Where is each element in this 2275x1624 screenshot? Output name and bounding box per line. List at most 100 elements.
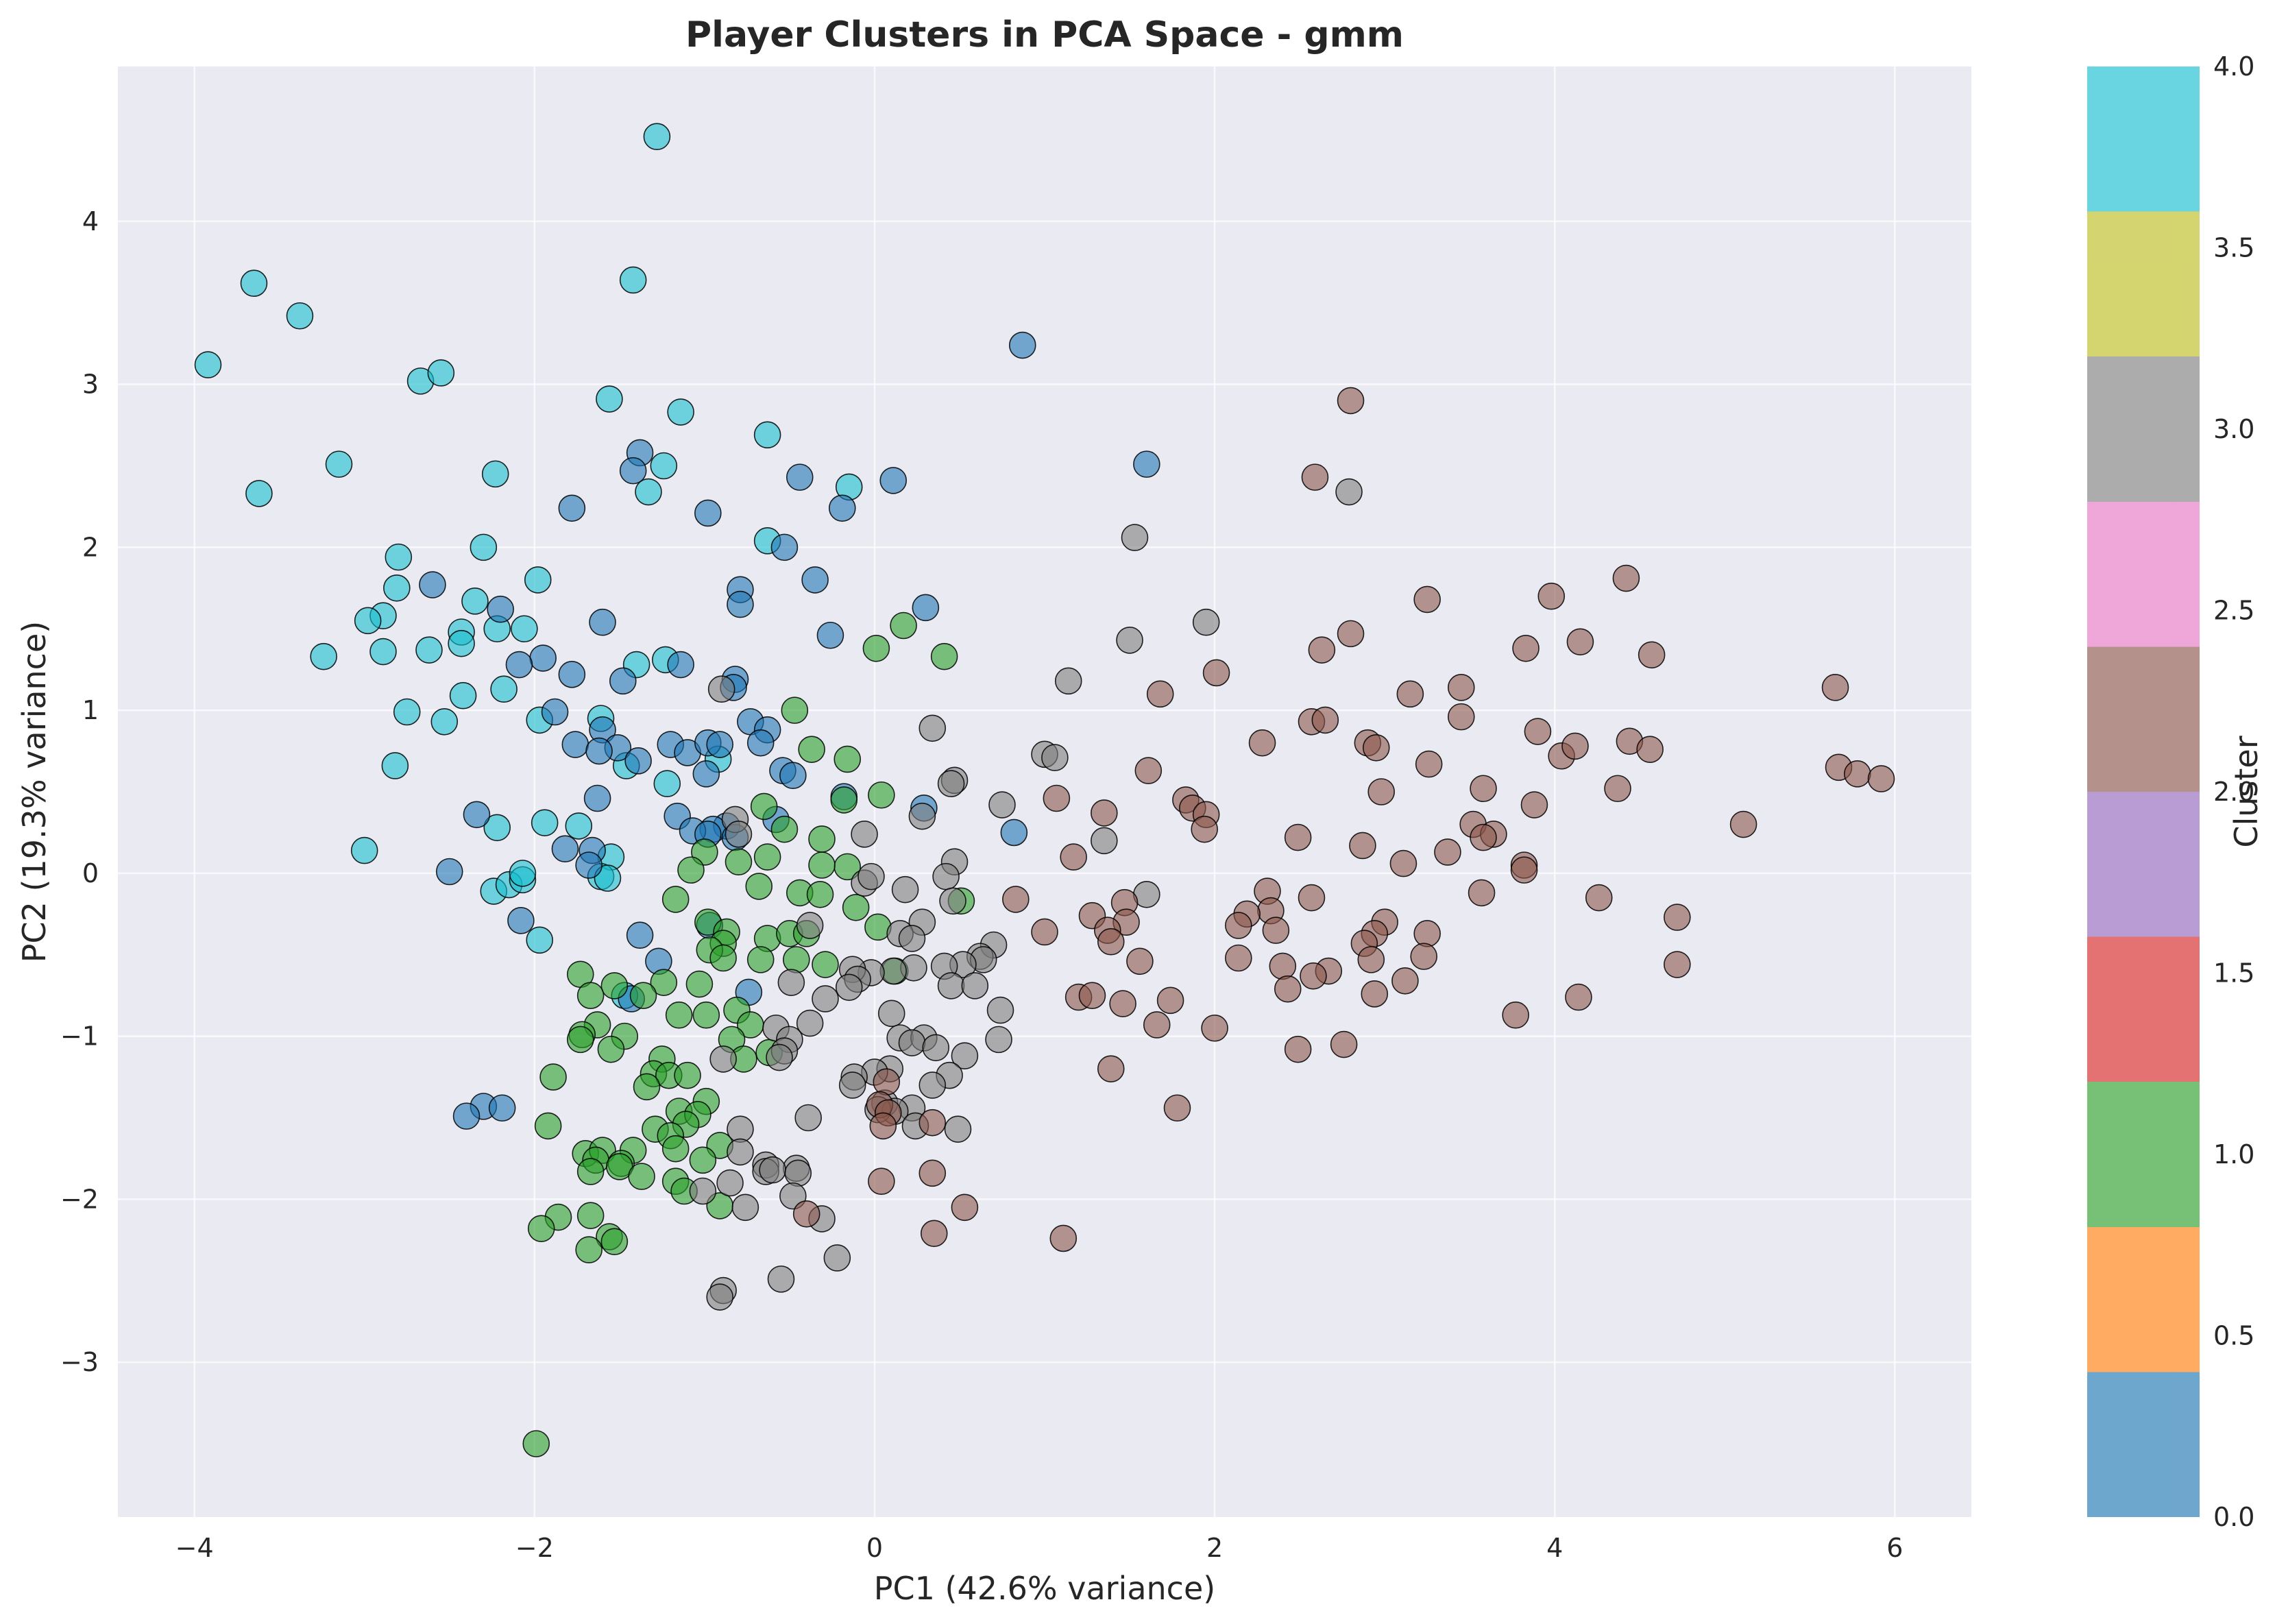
- data-point-cluster-3: [1192, 608, 1220, 636]
- data-point-cluster-3: [835, 973, 863, 1002]
- data-point-cluster-2: [1284, 1035, 1312, 1063]
- data-point-cluster-2: [1308, 636, 1336, 664]
- data-point-cluster-1: [661, 1135, 690, 1163]
- data-point-cluster-3: [794, 1104, 822, 1132]
- data-point-cluster-3: [759, 1156, 786, 1184]
- data-point-cluster-2: [1300, 962, 1327, 990]
- y-tick-label: −1: [60, 1021, 99, 1052]
- data-point-cluster-3: [918, 714, 947, 742]
- data-point-cluster-4: [449, 681, 477, 710]
- data-point-cluster-3: [922, 1034, 950, 1062]
- data-point-cluster-0: [589, 608, 616, 636]
- data-point-cluster-1: [770, 815, 799, 843]
- data-point-cluster-3: [932, 862, 960, 890]
- data-point-cluster-4: [461, 587, 489, 615]
- data-point-cluster-0: [1000, 819, 1028, 847]
- x-tick-label: 6: [1886, 1533, 1903, 1563]
- data-point-cluster-2: [1361, 980, 1389, 1008]
- data-point-cluster-1: [808, 825, 836, 853]
- data-point-cluster-4: [310, 642, 337, 670]
- data-point-cluster-4: [531, 809, 559, 836]
- data-point-cluster-4: [619, 266, 647, 294]
- data-point-cluster-2: [1201, 1014, 1228, 1042]
- data-point-cluster-3: [731, 1193, 759, 1222]
- data-point-cluster-1: [842, 894, 870, 921]
- data-point-cluster-0: [507, 907, 535, 934]
- data-point-cluster-0: [727, 590, 754, 618]
- data-point-cluster-2: [1367, 778, 1395, 805]
- data-point-cluster-4: [511, 615, 538, 643]
- data-point-cluster-4: [596, 385, 623, 413]
- data-point-cluster-1: [753, 843, 781, 871]
- data-point-cluster-3: [709, 1045, 737, 1073]
- data-point-cluster-3: [1116, 627, 1143, 654]
- data-point-cluster-0: [801, 566, 829, 594]
- data-point-cluster-4: [385, 543, 413, 571]
- data-point-cluster-0: [551, 835, 579, 863]
- data-point-cluster-4: [509, 860, 537, 887]
- data-point-cluster-3: [689, 1177, 717, 1205]
- data-point-cluster-4: [667, 398, 694, 426]
- data-point-cluster-4: [470, 533, 498, 561]
- data-point-cluster-2: [1843, 760, 1871, 788]
- data-point-cluster-2: [1468, 879, 1496, 907]
- data-point-cluster-2: [1225, 944, 1252, 972]
- data-point-cluster-2: [1311, 706, 1339, 734]
- data-point-cluster-1: [834, 745, 862, 773]
- x-tick-label: −2: [515, 1533, 554, 1563]
- data-point-cluster-2: [1274, 975, 1302, 1003]
- data-point-cluster-4: [524, 566, 552, 594]
- data-point-cluster-3: [961, 972, 989, 999]
- data-point-cluster-0: [505, 651, 533, 679]
- data-point-cluster-4: [650, 452, 678, 480]
- data-point-cluster-1: [798, 736, 825, 763]
- data-point-cluster-2: [1031, 918, 1058, 946]
- data-point-cluster-0: [575, 851, 603, 879]
- data-point-cluster-3: [767, 1265, 795, 1293]
- data-point-cluster-3: [937, 770, 965, 797]
- y-tick-label: 0: [82, 858, 99, 888]
- data-point-cluster-0: [816, 621, 844, 649]
- x-tick-label: −4: [175, 1533, 214, 1563]
- data-point-cluster-4: [383, 574, 411, 602]
- data-point-cluster-1: [692, 1001, 720, 1029]
- data-point-cluster-2: [1337, 387, 1365, 415]
- data-point-cluster-2: [1520, 791, 1548, 819]
- data-point-cluster-2: [1269, 952, 1297, 980]
- data-point-cluster-1: [685, 970, 714, 998]
- data-point-cluster-0: [488, 1094, 516, 1122]
- data-point-cluster-2: [1043, 784, 1071, 812]
- data-point-cluster-1: [566, 1026, 594, 1054]
- data-point-cluster-2: [1638, 641, 1666, 669]
- data-point-cluster-2: [1729, 810, 1757, 838]
- data-point-cluster-2: [1510, 856, 1538, 884]
- data-point-cluster-3: [1121, 524, 1149, 551]
- data-point-cluster-3: [1054, 667, 1082, 695]
- data-point-cluster-1: [689, 1146, 717, 1174]
- data-point-cluster-0: [692, 760, 720, 788]
- y-tick-label: 1: [82, 695, 99, 725]
- data-point-cluster-3: [796, 1009, 824, 1037]
- data-point-cluster-1: [629, 982, 657, 1009]
- data-point-cluster-3: [823, 1244, 851, 1272]
- data-point-cluster-2: [1413, 585, 1441, 614]
- data-point-cluster-0: [786, 463, 814, 491]
- data-point-cluster-4: [481, 460, 509, 488]
- data-point-cluster-2: [1143, 1011, 1171, 1039]
- colorbar: 0.0 0.5 1.0 1.5 2.0 2.5 3.0 3.5 4.0 Cluster: [2087, 51, 2265, 1532]
- data-point-cluster-4: [653, 770, 681, 797]
- data-point-cluster-3: [851, 821, 878, 848]
- data-point-cluster-4: [594, 864, 622, 892]
- data-point-cluster-1: [628, 1163, 655, 1190]
- data-point-cluster-2: [1337, 620, 1365, 648]
- data-point-cluster-4: [635, 478, 662, 506]
- data-point-cluster-2: [873, 1068, 901, 1095]
- data-point-cluster-4: [427, 359, 455, 387]
- data-point-cluster-4: [430, 707, 459, 736]
- data-point-cluster-3: [908, 802, 936, 830]
- data-point-cluster-2: [1502, 1001, 1529, 1029]
- data-point-cluster-4: [526, 926, 554, 954]
- data-point-cluster-1: [539, 1063, 567, 1091]
- data-point-cluster-1: [745, 873, 773, 900]
